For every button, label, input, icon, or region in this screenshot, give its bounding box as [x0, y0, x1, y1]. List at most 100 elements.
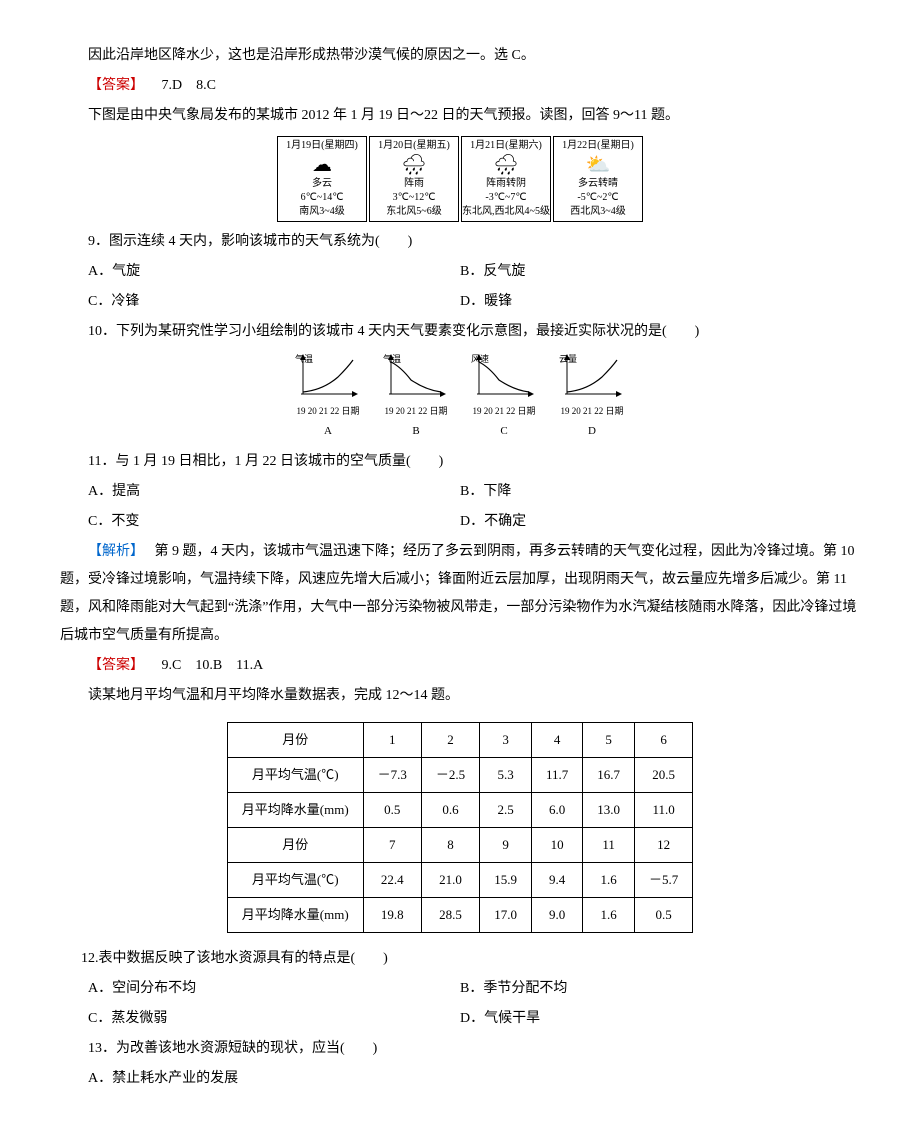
table-cell: 0.6 — [421, 793, 479, 828]
table-intro: 读某地月平均气温和月平均降水量数据表，完成 12～14 题。 — [60, 682, 860, 710]
mini-charts: 气温19 20 21 22 日期A气温19 20 21 22 日期B风速19 2… — [60, 352, 860, 442]
fc-date: 1月22日(星期日) — [554, 139, 642, 153]
q9-stem: 9．图示连续 4 天内，影响该城市的天气系统为( ) — [60, 228, 860, 256]
weather-icon: ⛅ — [554, 155, 642, 175]
table-cell: 28.5 — [421, 898, 479, 933]
table-cell: 16.7 — [583, 758, 635, 793]
q12-opt-b: B．季节分配不均 — [460, 975, 860, 1003]
table-cell: 10 — [531, 828, 582, 863]
q9-opt-c: C．冷锋 — [60, 288, 460, 316]
table-cell: 1.6 — [583, 863, 635, 898]
table-cell: 6 — [634, 723, 692, 758]
chart-ylabel: 风速 — [471, 354, 489, 364]
forecast-intro: 下图是由中央气象局发布的某城市 2012 年 1 月 19 日～22 日的天气预… — [60, 102, 860, 130]
table-row: 月份789101112 — [227, 828, 692, 863]
chart-svg: 气温 — [381, 352, 451, 402]
forecast-card: 1月21日(星期六)🌧阵雨转阴-3℃~7℃东北风,西北风4~5级 — [461, 136, 551, 222]
chart-xticks: 19 20 21 22 日期 — [557, 402, 627, 420]
answer-9-11: 【答案】 9.C 10.B 11.A — [60, 652, 860, 680]
table-row: 月平均气温(℃)－7.3－2.55.311.716.720.5 — [227, 758, 692, 793]
q11-opt-b: B．下降 — [460, 478, 860, 506]
table-cell: 15.9 — [480, 863, 532, 898]
answer-label: 【答案】 — [88, 78, 144, 93]
answer-9-11-text: 9.C 10.B 11.A — [162, 658, 264, 673]
table-row-label: 月平均降水量(mm) — [227, 793, 363, 828]
chart-svg: 风速 — [469, 352, 539, 402]
table-cell: 6.0 — [531, 793, 582, 828]
table-cell: －5.7 — [634, 863, 692, 898]
climate-table: 月份123456月平均气温(℃)－7.3－2.55.311.716.720.5月… — [227, 722, 693, 933]
table-row: 月平均降水量(mm)19.828.517.09.01.60.5 — [227, 898, 692, 933]
weather-icon: 🌧 — [370, 155, 458, 175]
q13-stem: 13．为改善该地水资源短缺的现状，应当( ) — [60, 1035, 860, 1063]
table-cell: －7.3 — [363, 758, 421, 793]
q9-opt-a: A．气旋 — [60, 258, 460, 286]
fc-date: 1月19日(星期四) — [278, 139, 366, 153]
q13-opt-a: A．禁止耗水产业的发展 — [60, 1065, 860, 1093]
analysis-9-11-text: 第 9 题，4 天内，该城市气温迅速下降；经历了多云到阴雨，再多云转晴的天气变化… — [60, 544, 856, 643]
forecast-card: 1月20日(星期五)🌧阵雨3℃~12℃东北风5~6级 — [369, 136, 459, 222]
table-cell: 2.5 — [480, 793, 532, 828]
table-cell: 17.0 — [480, 898, 532, 933]
mini-chart: 云量19 20 21 22 日期D — [557, 352, 627, 442]
table-cell: 11.0 — [634, 793, 692, 828]
chart-ylabel: 气温 — [383, 353, 401, 364]
forecast-card: 1月22日(星期日)⛅多云转晴-5℃~2℃西北风3~4级 — [553, 136, 643, 222]
fc-cond: 多云 — [278, 177, 366, 191]
analysis-label: 【解析】 — [88, 544, 144, 559]
table-cell: 0.5 — [363, 793, 421, 828]
table-cell: 9 — [480, 828, 532, 863]
chart-svg: 云量 — [557, 352, 627, 402]
fc-temp: 6℃~14℃ — [278, 191, 366, 205]
forecast-cards: 1月19日(星期四)☁多云6℃~14℃南风3~4级1月20日(星期五)🌧阵雨3℃… — [60, 136, 860, 222]
mini-chart: 气温19 20 21 22 日期B — [381, 352, 451, 442]
table-cell: 4 — [531, 723, 582, 758]
chart-ylabel: 气温 — [295, 353, 313, 364]
chart-letter: D — [557, 420, 627, 442]
table-cell: 11.7 — [531, 758, 582, 793]
table-row-label: 月份 — [227, 723, 363, 758]
forecast-card: 1月19日(星期四)☁多云6℃~14℃南风3~4级 — [277, 136, 367, 222]
mini-chart: 气温19 20 21 22 日期A — [293, 352, 363, 442]
weather-icon: 🌧 — [462, 155, 550, 175]
q10-stem: 10．下列为某研究性学习小组绘制的该城市 4 天内天气要素变化示意图，最接近实际… — [60, 318, 860, 346]
q12-stem: 12.表中数据反映了该地水资源具有的特点是( ) — [60, 945, 860, 973]
q11-opt-c: C．不变 — [60, 508, 460, 536]
table-row-label: 月份 — [227, 828, 363, 863]
q12-opt-a: A．空间分布不均 — [60, 975, 460, 1003]
table-cell: 12 — [634, 828, 692, 863]
chart-xticks: 19 20 21 22 日期 — [469, 402, 539, 420]
table-cell: 2 — [421, 723, 479, 758]
table-cell: 13.0 — [583, 793, 635, 828]
table-row: 月平均气温(℃)22.421.015.99.41.6－5.7 — [227, 863, 692, 898]
table-cell: 5.3 — [480, 758, 532, 793]
chart-svg: 气温 — [293, 352, 363, 402]
table-cell: 1.6 — [583, 898, 635, 933]
table-row-label: 月平均气温(℃) — [227, 863, 363, 898]
fc-wind: 西北风3~4级 — [554, 205, 642, 219]
analysis-9-11: 【解析】 第 9 题，4 天内，该城市气温迅速下降；经历了多云到阴雨，再多云转晴… — [60, 538, 860, 650]
fc-cond: 阵雨转阴 — [462, 177, 550, 191]
fc-wind: 南风3~4级 — [278, 205, 366, 219]
table-row-label: 月平均气温(℃) — [227, 758, 363, 793]
table-cell: 7 — [363, 828, 421, 863]
table-cell: 1 — [363, 723, 421, 758]
mini-chart: 风速 19 20 21 22 日期C — [469, 352, 539, 442]
fc-wind: 东北风,西北风4~5级 — [462, 205, 550, 219]
table-row: 月份123456 — [227, 723, 692, 758]
table-cell: 3 — [480, 723, 532, 758]
q12-opt-d: D．气候干旱 — [460, 1005, 860, 1033]
q9-opt-d: D．暖锋 — [460, 288, 860, 316]
table-cell: －2.5 — [421, 758, 479, 793]
q11-stem: 11．与 1 月 19 日相比，1 月 22 日该城市的空气质量( ) — [60, 448, 860, 476]
chart-letter: C — [469, 420, 539, 442]
fc-wind: 东北风5~6级 — [370, 205, 458, 219]
table-row: 月平均降水量(mm)0.50.62.56.013.011.0 — [227, 793, 692, 828]
chart-xticks: 19 20 21 22 日期 — [381, 402, 451, 420]
table-cell: 21.0 — [421, 863, 479, 898]
table-cell: 8 — [421, 828, 479, 863]
table-cell: 22.4 — [363, 863, 421, 898]
fc-cond: 多云转晴 — [554, 177, 642, 191]
table-cell: 20.5 — [634, 758, 692, 793]
answer-label-2: 【答案】 — [88, 658, 144, 673]
